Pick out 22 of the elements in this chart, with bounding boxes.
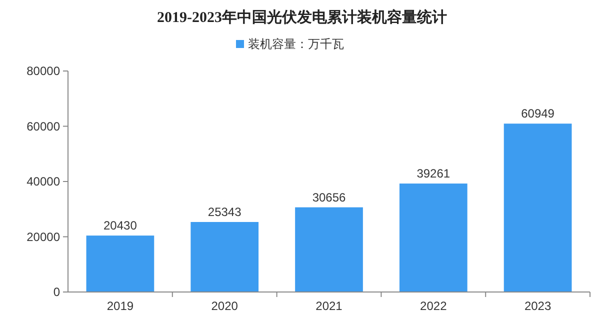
legend-label: 装机容量：万千瓦 — [248, 37, 344, 51]
x-tick-label: 2019 — [106, 299, 134, 313]
x-tick-label: 2020 — [211, 299, 238, 313]
x-tick-label: 2022 — [420, 299, 448, 313]
data-label: 20430 — [104, 218, 138, 233]
y-tick-label: 0 — [53, 285, 60, 299]
x-tick-label: 2021 — [316, 299, 343, 313]
chart-title: 2019-2023年中国光伏发电累计装机容量统计 — [157, 8, 447, 26]
y-tick-label: 20000 — [26, 230, 60, 244]
data-label: 39261 — [416, 166, 450, 181]
bar — [86, 236, 154, 292]
bar — [399, 184, 468, 292]
y-tick-label: 80000 — [26, 64, 60, 78]
data-label: 30656 — [312, 190, 346, 204]
data-label: 60949 — [521, 106, 555, 121]
y-tick-label: 40000 — [26, 174, 60, 188]
bar — [504, 124, 572, 292]
y-tick-label: 60000 — [26, 119, 60, 134]
data-label: 25343 — [208, 204, 242, 219]
x-tick-label: 2023 — [524, 299, 552, 313]
bar — [190, 222, 259, 292]
bar — [295, 207, 363, 292]
